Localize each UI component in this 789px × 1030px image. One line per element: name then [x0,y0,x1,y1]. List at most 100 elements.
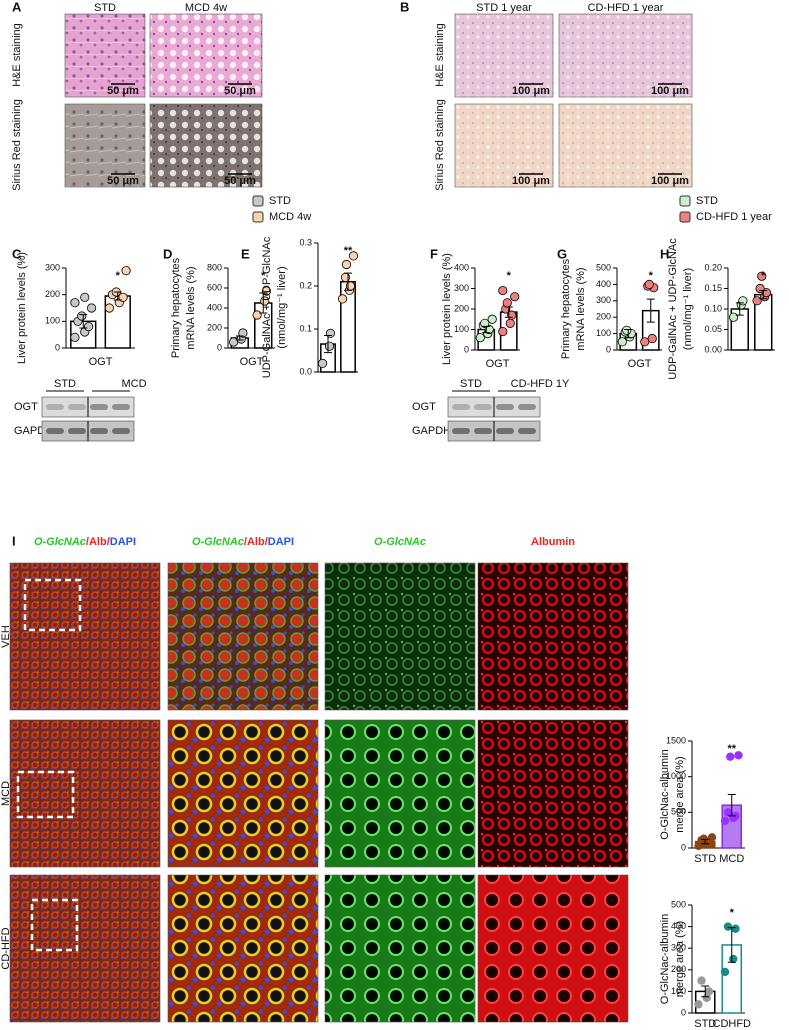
y-axis-label: mRNA levels (%) [575,267,587,350]
micrograph [478,563,628,710]
y-tick-label: 200 [454,303,469,313]
micrograph [325,563,475,710]
column-header-part: O-GlcNAc [34,536,86,548]
y-tick-label: 200 [671,964,686,974]
scale-bar-label: 100 μm [512,175,550,187]
micrograph-border [558,103,693,188]
y-tick-label: 0.2 [299,280,312,290]
row-label: MCD [0,781,12,806]
y-tick-label: 0.10 [704,303,722,313]
y-axis-label: Primary hepatocytes [170,257,182,358]
micrograph-border [9,562,161,711]
data-point [640,337,650,347]
y-axis-label: (nmol/mg⁻¹ liver) [682,268,694,350]
data-point [502,298,512,308]
data-point [260,296,270,306]
error-bar [646,298,655,323]
blot-band [452,428,470,434]
data-point [728,312,739,322]
micrograph-border [477,874,629,1023]
y-tick-label: 400 [454,262,469,272]
panel-label: B [400,0,409,14]
panel-label: D [163,246,172,261]
data-point [77,311,87,321]
y-tick-label: 0.15 [704,283,722,293]
micrograph-border [454,103,554,188]
data-point [252,310,262,320]
micrograph [150,104,262,187]
column-header: Albumin [531,536,575,548]
blot-group: STD [54,378,76,390]
data-point [104,303,115,313]
blot-band [90,428,108,434]
scale-bar-label: 50 μm [107,85,139,97]
row-label: Sirius Red staining [11,99,23,191]
blot-band [452,404,470,410]
row-label: H&E staining [11,23,23,87]
blot-band [518,428,536,434]
data-point [337,294,348,304]
y-tick-label: 500 [671,899,686,909]
row-label: VEH [0,625,12,648]
row-label: CD-HFD [0,927,12,969]
y-tick-label: 800 [207,262,222,272]
legend-swatch [679,211,691,223]
data-point [720,816,730,826]
micrograph-border [477,719,629,868]
micrograph-border [167,719,319,868]
data-point [697,976,706,985]
micrograph [455,104,553,187]
blot-band [90,404,108,410]
y-tick-label: 300 [596,295,611,305]
micrograph [10,563,160,710]
column-header: O-GlcNAc/Alb/DAPI [34,536,136,548]
y-axis-label: O-GlcNac-albumin [659,914,671,1004]
data-point [475,333,485,343]
scale-bar-label: 50 μm [224,175,256,187]
panel-label: G [557,246,567,261]
y-tick-label: 0.20 [704,262,722,272]
y-axis-label: O-GlcNac-albumin [659,749,671,839]
y-tick-label: 200 [207,322,222,332]
error-bar [759,290,768,300]
blot-band [46,404,64,410]
blot-band [474,428,492,434]
y-tick-label: 1000 [666,771,686,781]
error-bar [113,291,122,301]
column-header: STD 1 year [476,2,532,14]
micrograph [325,720,475,867]
x-tick-label: STD [694,853,716,865]
micrograph [65,14,145,97]
data-point [498,285,508,296]
column-header: CD-HFD 1 year [588,2,664,14]
data-point [720,967,730,977]
error-bar [259,292,268,314]
data-point [228,337,239,347]
micrograph [559,104,692,187]
x-tick-label: CDHFD [713,1018,752,1030]
scale-bar-label: 100 μm [651,175,689,187]
micrograph [10,720,160,867]
data-point [118,292,128,302]
y-tick-label: 0.0 [299,366,312,376]
data-point [647,333,657,344]
data-point [498,326,508,337]
data-point [121,266,131,276]
y-tick-label: 100 [454,324,469,334]
data-point [505,318,515,328]
data-point [707,833,717,842]
legend-label: CD-HFD 1 year [696,211,772,223]
y-tick-label: 0.00 [704,344,722,354]
data-point [704,987,714,996]
scale-bar-label: 50 μm [224,85,256,97]
x-tick-label: STD [694,1018,716,1030]
micrograph-border [64,13,146,98]
y-tick-label: 400 [596,279,611,289]
y-tick-label: 200 [596,312,611,322]
data-point [86,303,97,313]
column-header-part: /Alb/ [86,536,110,548]
significance: * [116,270,121,282]
y-tick-label: 600 [207,282,222,292]
zoom-box [30,898,79,952]
